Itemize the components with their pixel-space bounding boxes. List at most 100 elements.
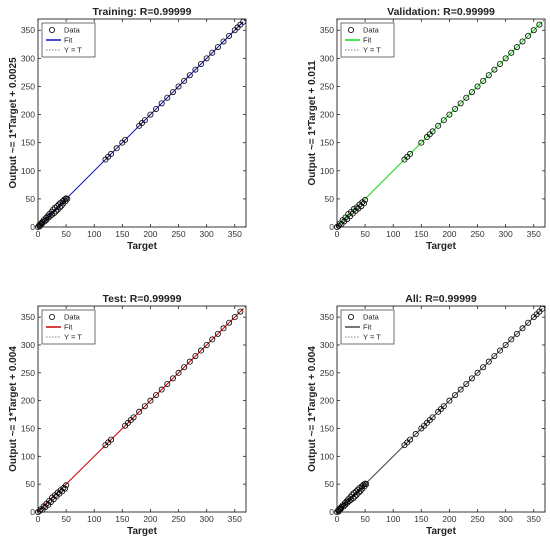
test-data-point — [141, 403, 148, 410]
training-data-point — [41, 218, 48, 225]
training-y-tick-label: 350 — [21, 25, 35, 35]
all-x-tick-label: 0 — [335, 514, 340, 524]
all-y-axis-label: Output ~= 1*Target + 0.004 — [307, 346, 318, 472]
validation-data-point — [480, 77, 487, 84]
test-data-point — [231, 314, 238, 321]
validation-y-tick-label: 50 — [325, 194, 335, 204]
all-data-point — [363, 481, 370, 488]
test-y-tick-label: 100 — [21, 451, 35, 461]
test-x-tick-label: 150 — [115, 514, 129, 524]
training-data-point — [56, 204, 63, 211]
all-data-point — [468, 375, 475, 382]
training-y-tick-label: 200 — [21, 110, 35, 120]
validation-y-tick-label: 350 — [320, 25, 334, 35]
training-legend-fit-label: Fit — [64, 36, 73, 45]
training-legend-data-label: Data — [64, 26, 81, 35]
all-axes-frame — [336, 305, 546, 513]
all-legend-identity-label: Y = T — [363, 333, 381, 342]
training-data-point — [61, 196, 68, 203]
test-data-point — [169, 375, 176, 382]
all-x-tick-label: 150 — [414, 514, 428, 524]
validation-fit-line — [336, 21, 543, 228]
training-data-point — [192, 66, 199, 73]
all-x-tick-label: 250 — [470, 514, 484, 524]
all-y-tick-label: 350 — [320, 312, 334, 322]
training-x-axis-label: Target — [127, 241, 157, 252]
test-data-point — [226, 319, 233, 326]
all-legend-data-label: Data — [363, 313, 380, 322]
test-x-tick-label: 300 — [200, 514, 214, 524]
test-fit-line — [37, 308, 244, 513]
training-x-tick-label: 100 — [87, 229, 101, 239]
training-data-point — [141, 117, 148, 124]
validation-x-tick-label: 200 — [442, 229, 456, 239]
training-legend-data-marker — [49, 26, 56, 33]
all-y-tick-label: 250 — [320, 368, 334, 378]
validation-legend-identity-label: Y = T — [363, 46, 381, 55]
training-y-tick-label: 300 — [21, 53, 35, 63]
validation-x-tick-label: 300 — [499, 229, 513, 239]
training-data-point — [226, 32, 233, 39]
training-y-tick-label: 100 — [21, 166, 35, 176]
all-data-point — [497, 347, 504, 354]
training-panel: 0 50 100 150 200 250 300 350 0 50 100 150 200 250 300 3… — [8, 6, 247, 252]
test-y-tick-label: 0 — [30, 507, 35, 517]
all-data-point — [508, 336, 515, 343]
validation-y-tick-label: 100 — [320, 166, 334, 176]
all-data-point — [457, 386, 464, 393]
validation-data-point — [530, 27, 537, 34]
validation-data-point — [362, 197, 369, 204]
test-data-point — [36, 507, 43, 514]
training-y-axis-label: Output ~= 1*Target + 0.0025 — [8, 57, 19, 189]
all-legend-data-marker — [347, 313, 354, 320]
test-data-point — [147, 397, 154, 404]
all-data-point — [360, 481, 367, 488]
training-data-point — [181, 77, 188, 84]
training-data-point — [108, 150, 115, 157]
test-y-tick-label: 150 — [21, 423, 35, 433]
validation-data-point — [435, 122, 442, 129]
test-panel: 0 50 100 150 200 250 300 350 0 50 100 150 200 250 300 3… — [8, 293, 247, 537]
validation-data-point — [446, 111, 453, 118]
test-data-point — [220, 325, 227, 332]
test-y-axis-label: Output ~= 1*Target + 0.004 — [8, 346, 19, 472]
training-data-point — [214, 44, 221, 51]
all-x-tick-label: 300 — [499, 514, 513, 524]
test-data-point — [158, 386, 165, 393]
all-data-point — [355, 489, 362, 496]
test-y-tick-label: 300 — [21, 340, 35, 350]
validation-x-tick-label: 150 — [414, 229, 428, 239]
test-x-tick-label: 350 — [228, 514, 242, 524]
test-y-tick-label: 200 — [21, 396, 35, 406]
training-data-point — [55, 201, 62, 208]
validation-data-point — [485, 72, 492, 79]
all-y-tick-label: 300 — [320, 340, 334, 350]
test-legend-fit-label: Fit — [64, 323, 73, 332]
validation-x-axis-label: Target — [426, 241, 456, 252]
training-data-point — [198, 60, 205, 67]
validation-data-point — [457, 100, 464, 107]
test-data-point — [136, 408, 143, 415]
test-y-tick-label: 350 — [21, 312, 35, 322]
validation-y-tick-label: 250 — [320, 81, 334, 91]
validation-y-tick-label: 200 — [320, 110, 334, 120]
all-data-point — [440, 403, 447, 410]
test-data-point — [175, 369, 182, 376]
all-fit-line — [336, 308, 543, 513]
test-data-point — [214, 330, 221, 337]
validation-axes-frame — [336, 18, 546, 228]
training-y-tick-label: 150 — [21, 138, 35, 148]
all-x-tick-label: 350 — [527, 514, 541, 524]
training-x-tick-label: 150 — [115, 229, 129, 239]
all-data-point — [519, 325, 526, 332]
validation-y-axis-label: Output ~= 1*Target + 0.011 — [307, 60, 318, 186]
all-x-tick-label: 50 — [360, 514, 370, 524]
training-data-point — [113, 145, 120, 152]
validation-x-tick-label: 0 — [335, 229, 340, 239]
validation-data-point — [525, 32, 532, 39]
validation-data-point — [519, 38, 526, 45]
validation-title: Validation: R=0.99999 — [387, 6, 495, 18]
test-x-tick-label: 200 — [143, 514, 157, 524]
